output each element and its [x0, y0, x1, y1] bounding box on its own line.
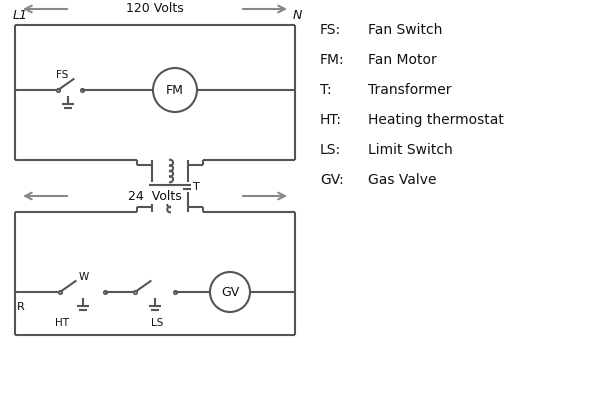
- Text: FM:: FM:: [320, 53, 345, 67]
- Text: T: T: [193, 182, 200, 192]
- Text: Transformer: Transformer: [368, 83, 451, 97]
- Text: HT:: HT:: [320, 113, 342, 127]
- Text: Gas Valve: Gas Valve: [368, 173, 437, 187]
- Text: L1: L1: [13, 9, 28, 22]
- Text: GV: GV: [221, 286, 239, 298]
- Text: HT: HT: [55, 318, 69, 328]
- Text: 24  Volts: 24 Volts: [128, 190, 182, 202]
- Text: FS: FS: [56, 70, 68, 80]
- Text: R: R: [17, 302, 25, 312]
- Text: 120 Volts: 120 Volts: [126, 2, 184, 16]
- Text: LS:: LS:: [320, 143, 341, 157]
- Text: Heating thermostat: Heating thermostat: [368, 113, 504, 127]
- Text: T:: T:: [320, 83, 332, 97]
- Text: Fan Motor: Fan Motor: [368, 53, 437, 67]
- Text: GV:: GV:: [320, 173, 344, 187]
- Text: Limit Switch: Limit Switch: [368, 143, 453, 157]
- Text: FS:: FS:: [320, 23, 341, 37]
- Text: FM: FM: [166, 84, 184, 96]
- Text: W: W: [78, 272, 88, 282]
- Text: LS: LS: [151, 318, 163, 328]
- Text: Fan Switch: Fan Switch: [368, 23, 442, 37]
- Text: N: N: [293, 9, 302, 22]
